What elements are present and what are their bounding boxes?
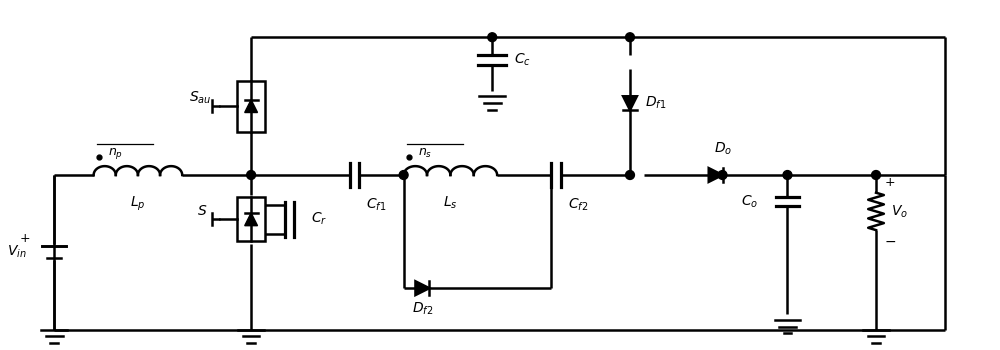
- Text: $n_s$: $n_s$: [418, 147, 433, 160]
- Polygon shape: [623, 96, 637, 110]
- Polygon shape: [709, 168, 723, 182]
- Circle shape: [488, 33, 497, 42]
- Circle shape: [872, 170, 880, 180]
- Polygon shape: [415, 281, 429, 295]
- Bar: [237, 80, 265, 132]
- Text: $C_r$: $C_r$: [311, 211, 327, 228]
- Circle shape: [399, 170, 408, 180]
- Text: $S_{au}$: $S_{au}$: [189, 90, 211, 106]
- Text: $C_o$: $C_o$: [741, 193, 758, 210]
- Bar: [237, 197, 265, 242]
- Polygon shape: [245, 213, 258, 226]
- Text: $-$: $-$: [884, 234, 896, 248]
- Text: $C_{f2}$: $C_{f2}$: [568, 197, 588, 213]
- Text: $+$: $+$: [884, 176, 895, 189]
- Circle shape: [783, 170, 792, 180]
- Text: $L_s$: $L_s$: [443, 195, 458, 211]
- Text: $S$: $S$: [197, 204, 207, 218]
- Text: $D_o$: $D_o$: [714, 141, 732, 157]
- Text: $D_{f2}$: $D_{f2}$: [412, 301, 433, 317]
- Text: $C_c$: $C_c$: [514, 52, 531, 68]
- Text: $+$: $+$: [19, 232, 30, 245]
- Text: $C_{f1}$: $C_{f1}$: [366, 197, 387, 213]
- Text: $n_p$: $n_p$: [108, 146, 123, 161]
- Circle shape: [247, 170, 256, 180]
- Text: $D_{f1}$: $D_{f1}$: [645, 95, 666, 111]
- Polygon shape: [245, 100, 258, 112]
- Text: $V_{in}$: $V_{in}$: [7, 244, 27, 260]
- Text: $L_p$: $L_p$: [130, 195, 146, 213]
- Text: $V_o$: $V_o$: [891, 203, 908, 219]
- Circle shape: [626, 33, 634, 42]
- Circle shape: [626, 170, 634, 180]
- Circle shape: [718, 170, 727, 180]
